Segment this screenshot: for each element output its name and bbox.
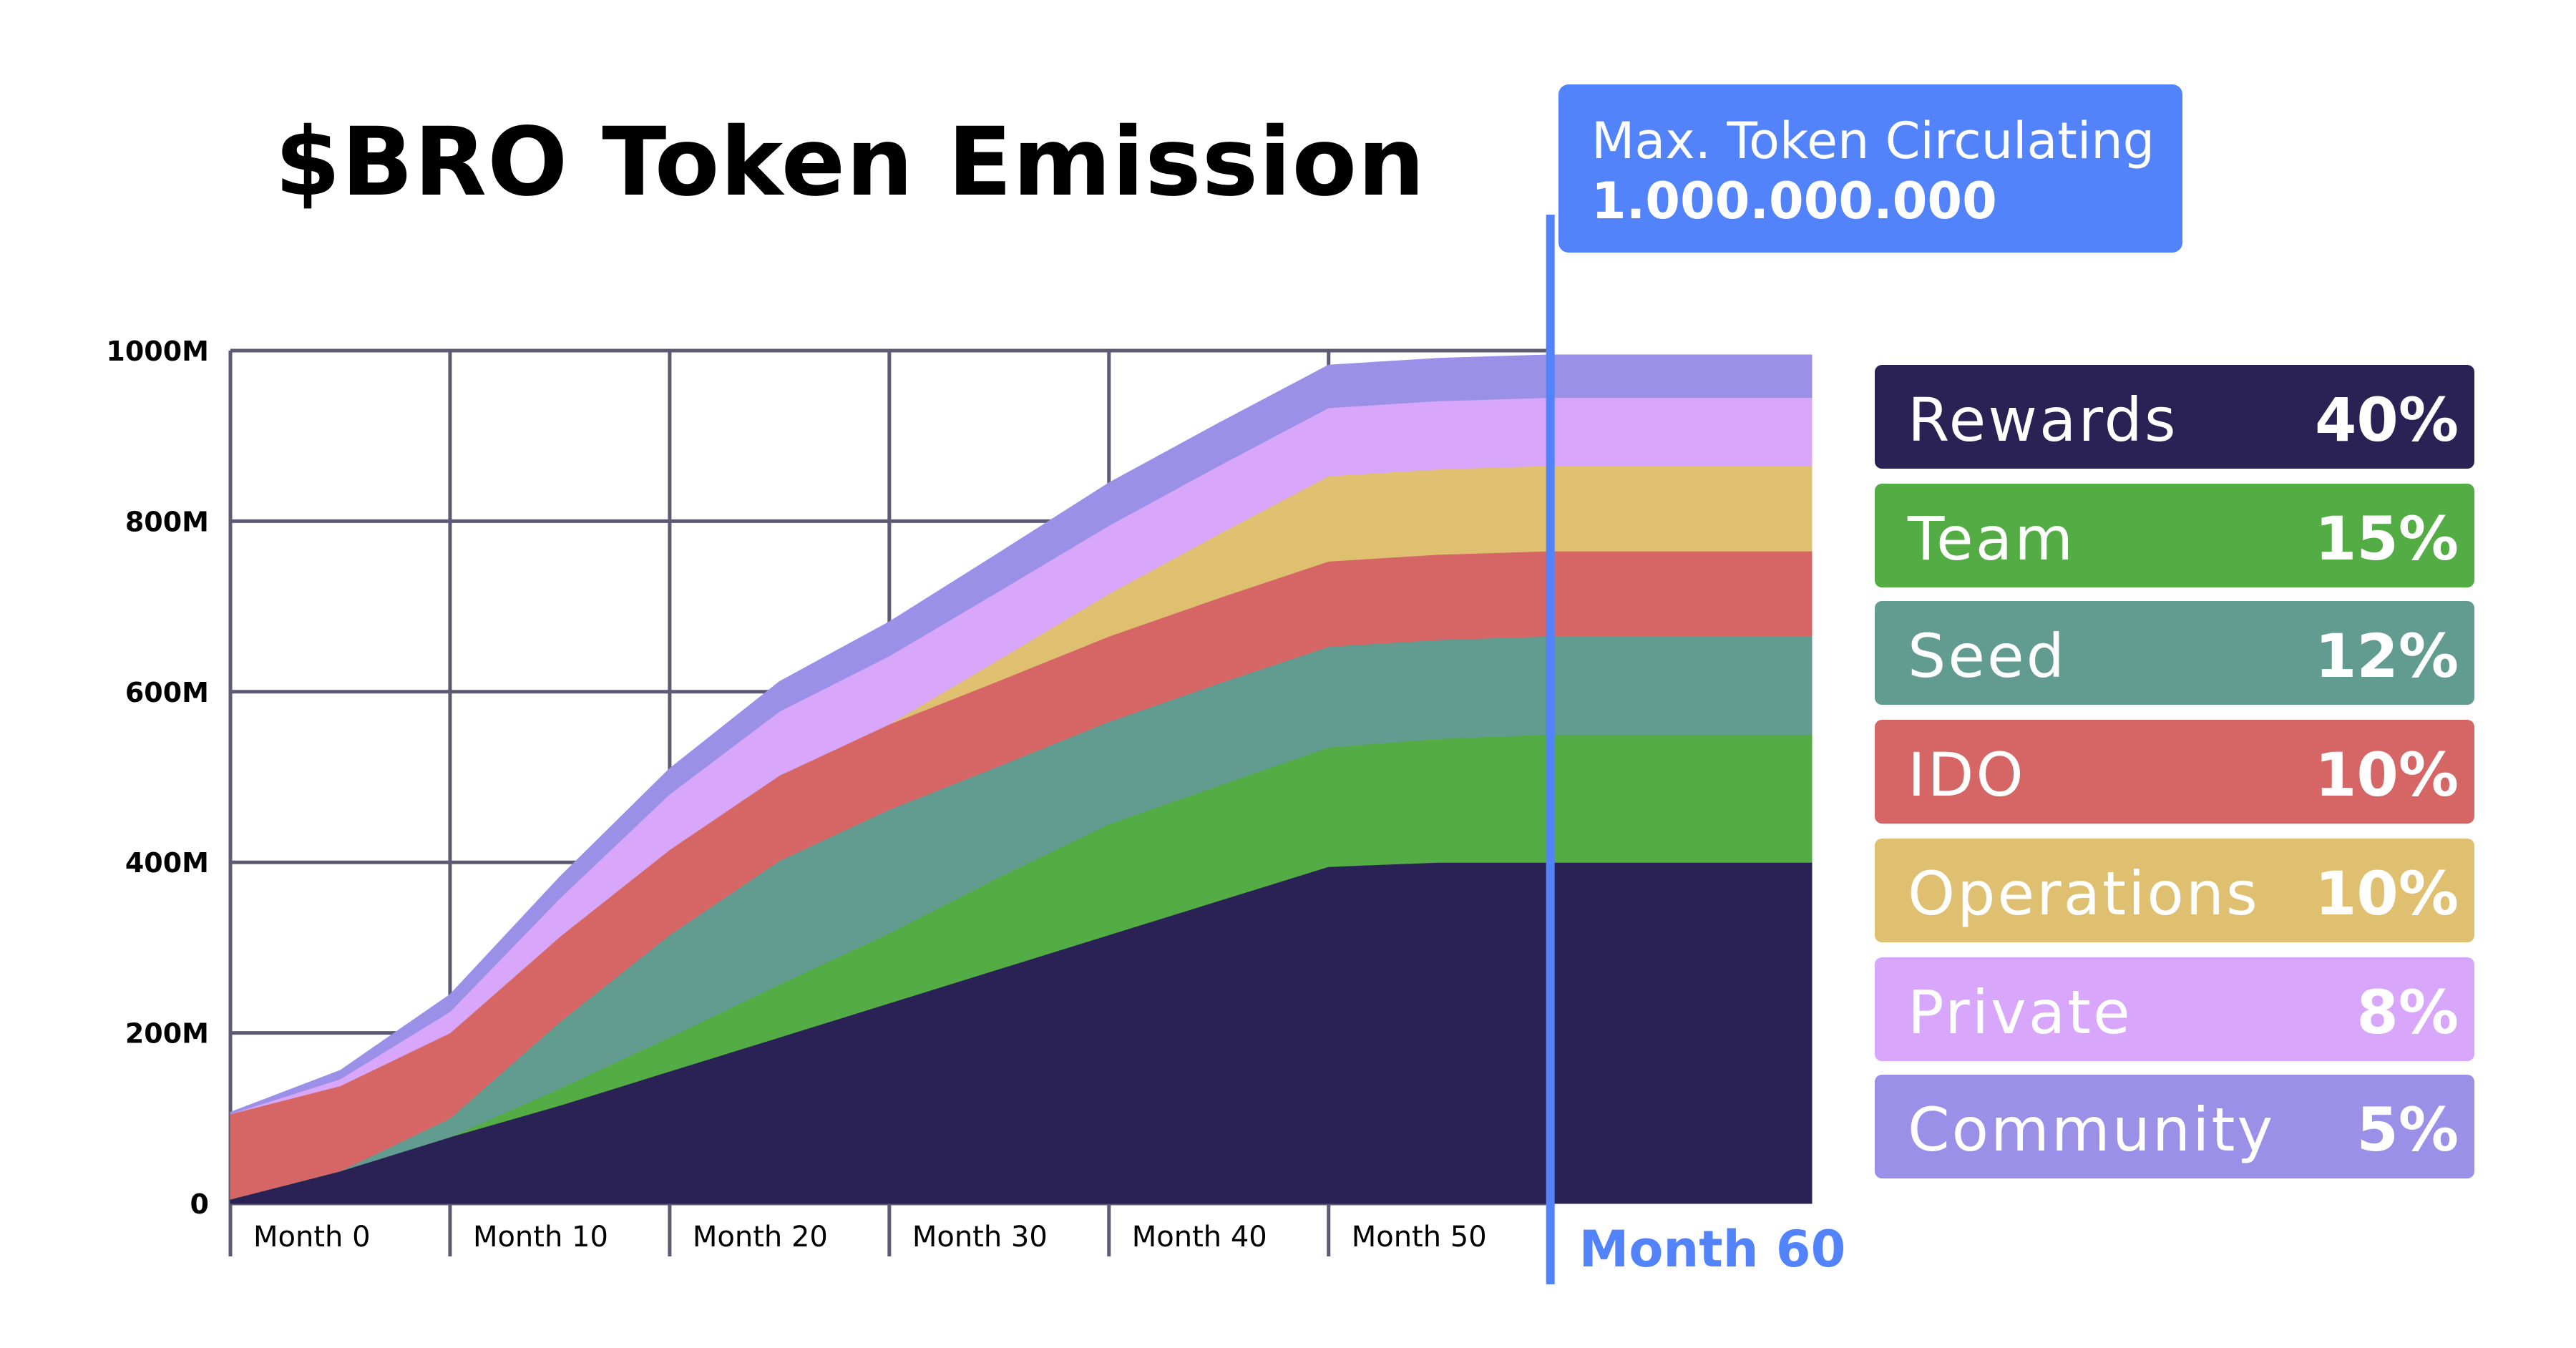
x-tick-label-10: Month 10 [473,1221,608,1254]
legend-item-seed: Seed 12% [1875,601,2474,705]
y-tick-label-800: 800M [125,506,209,537]
legend-item-private: Private 8% [1875,957,2474,1061]
callout-label: Max. Token Circulating [1591,112,2155,170]
x-tick-label-50: Month 50 [1352,1221,1487,1254]
y-tick-label-400: 400M [125,847,209,879]
legend-label: IDO [1908,740,2026,810]
legend-item-team: Team 15% [1875,484,2474,587]
area-community [230,354,1813,1115]
legend-label: Private [1908,977,2132,1047]
y-tick-label-600: 600M [125,677,209,708]
legend-percent: 12% [2314,621,2459,691]
legend-item-community: Community 5% [1875,1075,2474,1178]
chart-title: $BRO Token Emission [275,107,1426,218]
legend-percent: 10% [2314,740,2459,810]
x-tick-label-0: Month 0 [253,1221,371,1254]
x-tick-label-30: Month 30 [912,1221,1048,1254]
max-circulating-callout: Max. Token Circulating 1.000.000.000 [1558,84,2182,253]
y-tick-label-200: 200M [125,1018,209,1050]
x-tick-label-20: Month 20 [693,1221,828,1254]
legend-percent: 8% [2356,977,2459,1047]
legend-percent: 40% [2314,385,2459,455]
legend-label: Seed [1908,621,2067,691]
x-tick-label-40: Month 40 [1132,1221,1267,1254]
legend-percent: 5% [2356,1095,2459,1165]
legend-label: Rewards [1908,385,2178,455]
y-tick-label-1000: 1000M [106,336,209,367]
month-60-marker-label: Month 60 [1579,1220,1846,1279]
callout-value: 1.000.000.000 [1591,172,1997,230]
y-tick-label-0: 0 [190,1188,209,1220]
legend-item-rewards: Rewards 40% [1875,365,2474,469]
legend-item-operations: Operations 10% [1875,839,2474,942]
legend-label: Community [1908,1095,2275,1165]
legend-label: Team [1908,504,2076,574]
legend-percent: 10% [2314,859,2459,929]
legend-label: Operations [1908,859,2260,929]
legend-item-ido: IDO 10% [1875,720,2474,824]
legend-percent: 15% [2314,504,2459,574]
